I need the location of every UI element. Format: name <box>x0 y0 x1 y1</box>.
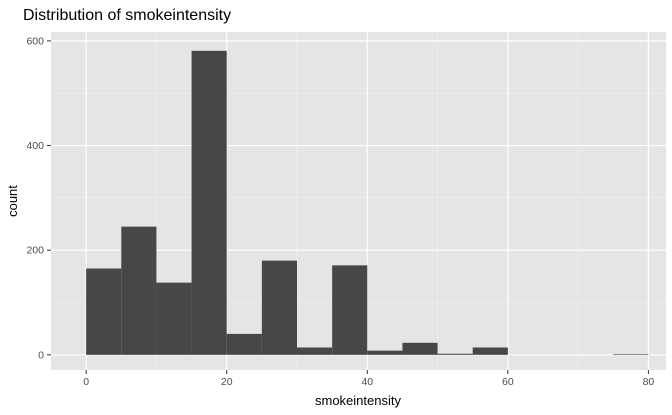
histogram-bar <box>437 353 473 355</box>
y-tick-label: 200 <box>26 245 44 257</box>
histogram-bar <box>367 350 403 355</box>
y-tick-label: 400 <box>26 140 44 152</box>
x-tick-label: 80 <box>643 376 655 388</box>
histogram-bar <box>332 265 368 355</box>
y-axis-title: count <box>5 185 20 217</box>
x-axis-title: smokeintensity <box>315 393 401 408</box>
y-tick-label: 600 <box>26 35 44 47</box>
x-tick-label: 20 <box>221 376 233 388</box>
histogram-bar <box>472 347 508 355</box>
minor-gridlines <box>51 32 666 370</box>
histogram-bar <box>261 260 297 355</box>
histogram-bar <box>191 50 227 355</box>
x-axis-ticks: 0 20 40 60 80 <box>83 370 654 388</box>
histogram-bar <box>402 342 438 355</box>
histogram-bar <box>121 226 157 355</box>
x-tick-label: 0 <box>83 376 89 388</box>
histogram-bar <box>156 282 192 355</box>
histogram-bar <box>613 354 649 355</box>
histogram-bars <box>86 50 649 355</box>
histogram-bar <box>86 268 122 355</box>
x-tick-label: 40 <box>361 376 373 388</box>
y-tick-label: 0 <box>38 349 44 361</box>
histogram-bar <box>226 333 262 355</box>
histogram-bar <box>297 347 333 355</box>
chart-title: Distribution of smokeintensity <box>23 7 231 24</box>
x-tick-label: 60 <box>502 376 514 388</box>
y-axis-ticks: 0 200 400 600 <box>26 35 51 361</box>
